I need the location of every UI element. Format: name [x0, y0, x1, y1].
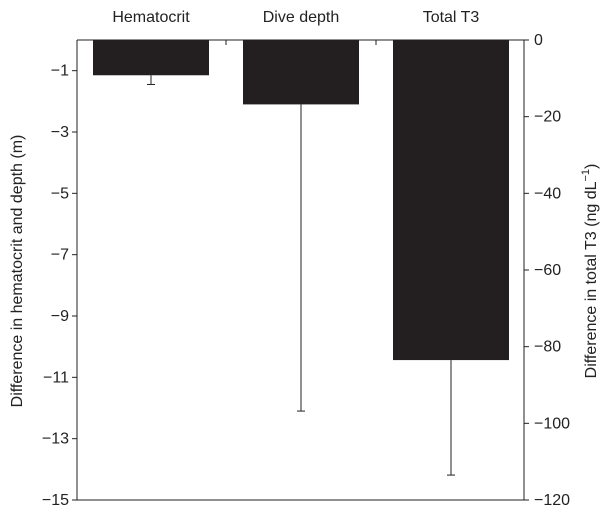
left-axis-title: Difference in hematocrit and depth (m)	[9, 135, 26, 408]
right-tick-label: 0	[534, 32, 543, 49]
left-tick-label: −11	[43, 369, 69, 386]
axes-layer	[72, 39, 529, 501]
bar-hematocrit	[93, 40, 209, 76]
left-tick-label: −3	[51, 124, 69, 141]
category-label: Dive depth	[263, 9, 340, 26]
right-axis-title: Difference in total T3 (ng dL−1)	[580, 164, 600, 379]
left-tick-label: −7	[51, 247, 69, 264]
left-tick-label: −1	[51, 63, 69, 80]
right-tick-label: −120	[534, 492, 570, 509]
labels-layer: Hematocrit Dive depth Total T3 −1 −3 −5 −7 −9 −1…	[42, 9, 570, 509]
left-tick-label: −13	[42, 431, 69, 448]
left-tick-label: −15	[42, 492, 69, 509]
right-tick-label: −20	[534, 109, 561, 126]
bar-total-t3	[393, 40, 509, 361]
right-tick-label: −80	[534, 339, 561, 356]
left-tick-label: −9	[51, 308, 69, 325]
right-tick-label: −40	[534, 185, 561, 202]
right-tick-label: −100	[534, 415, 570, 432]
right-tick-label: −60	[534, 262, 561, 279]
left-tick-label: −5	[51, 185, 69, 202]
bars-layer	[93, 40, 509, 476]
right-axis-title-main: Difference in total T3 (ng dL	[583, 181, 600, 378]
right-axis-title-superscript: −1	[580, 169, 592, 182]
category-label: Total T3	[423, 9, 480, 26]
bar-dive-depth	[243, 40, 359, 105]
category-label: Hematocrit	[112, 9, 190, 26]
right-axis-title-close: )	[583, 164, 600, 169]
